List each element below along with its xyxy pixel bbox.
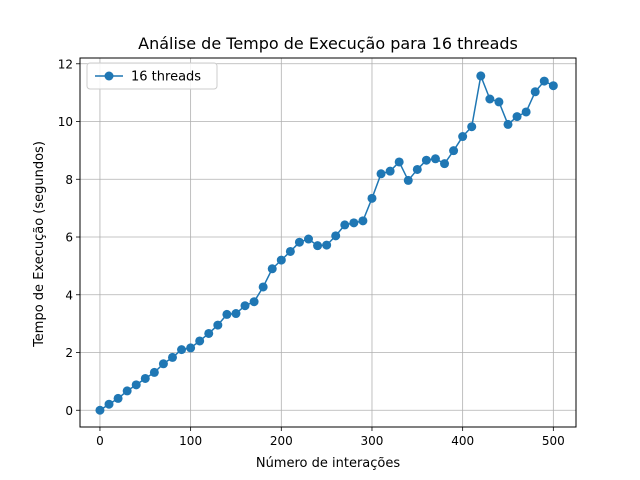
data-point (367, 193, 377, 203)
data-point (240, 301, 250, 311)
data-point (394, 157, 404, 167)
data-point (539, 76, 549, 86)
data-point (548, 81, 558, 91)
data-point (186, 343, 196, 353)
data-point (440, 159, 450, 169)
data-point (195, 336, 205, 346)
data-point (267, 264, 277, 274)
legend-box (86, 62, 218, 90)
grid (80, 58, 576, 427)
data-point (521, 107, 531, 117)
axis-ticks: 0 100 200 300 400 500 0 2 4 6 8 10 12 (58, 57, 565, 448)
data-point (349, 218, 359, 228)
data-point (113, 393, 123, 403)
x-axis-label: Número de interações (256, 456, 401, 471)
legend-label: 16 threads (131, 70, 201, 85)
data-point (95, 405, 105, 415)
data-point (122, 386, 132, 396)
plot-frame (79, 57, 577, 428)
data-point (322, 240, 332, 250)
x-tick-label: 200 (270, 434, 293, 448)
data-point (294, 237, 304, 247)
data-point (231, 309, 241, 319)
data-point (167, 352, 177, 362)
data-point (331, 231, 341, 241)
data-point (249, 297, 259, 307)
y-tick-label: 10 (58, 115, 73, 129)
data-point (285, 246, 295, 256)
data-point (104, 399, 114, 409)
data-point (458, 132, 468, 142)
data-point (204, 328, 214, 338)
y-axis-label: Tempo de Execução (segundos) (32, 141, 47, 348)
x-tick-label: 400 (451, 434, 474, 448)
data-point (503, 119, 513, 129)
x-tick-label: 0 (96, 434, 104, 448)
data-point (177, 345, 187, 355)
data-point (485, 94, 495, 104)
y-tick-label: 0 (65, 404, 73, 418)
data-point (304, 234, 314, 244)
data-point (340, 220, 350, 230)
data-point (512, 112, 522, 122)
data-point (476, 71, 486, 81)
data-point (131, 380, 141, 390)
data-point (494, 97, 504, 107)
series-16-threads (95, 71, 558, 415)
data-point (403, 175, 413, 185)
y-tick-label: 8 (65, 173, 73, 187)
data-point (421, 155, 431, 165)
legend-marker-swatch (104, 71, 114, 81)
x-tick-label: 100 (179, 434, 202, 448)
data-point (258, 282, 268, 292)
x-tick-label: 500 (542, 434, 565, 448)
data-point (467, 122, 477, 132)
chart-title: Análise de Tempo de Execução para 16 thr… (138, 34, 518, 53)
x-tick-label: 300 (361, 434, 384, 448)
y-tick-label: 4 (65, 288, 73, 302)
data-point (449, 146, 459, 156)
data-point (385, 166, 395, 176)
data-point (149, 367, 159, 377)
data-point (313, 241, 323, 251)
y-tick-label: 2 (65, 346, 73, 360)
data-point (430, 154, 440, 164)
data-point (358, 216, 368, 226)
data-point (376, 169, 386, 179)
data-point (530, 87, 540, 97)
data-point (276, 255, 286, 265)
data-point (222, 309, 232, 319)
legend: 16 threads (86, 62, 218, 90)
data-point (140, 373, 150, 383)
y-tick-label: 6 (65, 231, 73, 245)
y-tick-label: 12 (58, 57, 73, 71)
data-point (213, 320, 223, 330)
data-point (412, 164, 422, 174)
data-point (158, 359, 168, 369)
